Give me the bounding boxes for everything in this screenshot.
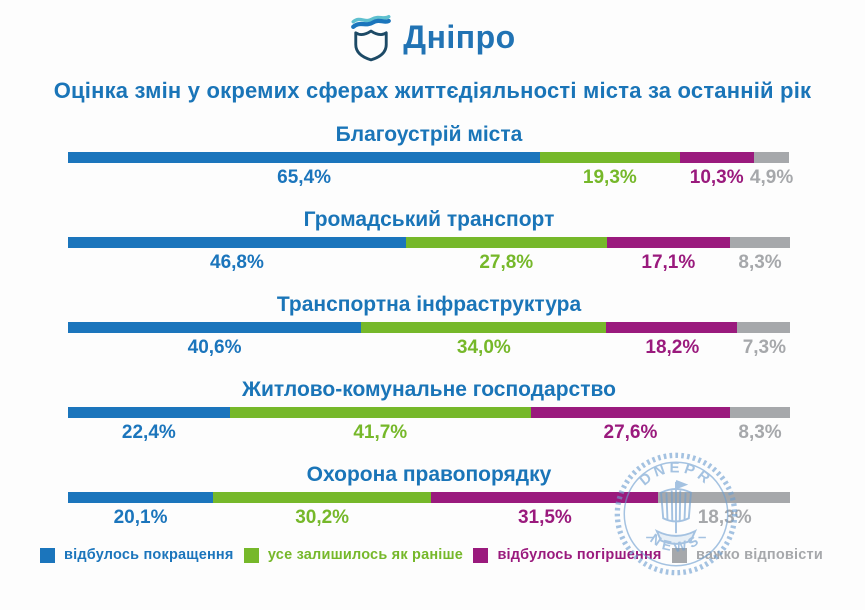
value-label: 19,3%: [582, 167, 637, 188]
value-label: 27,6%: [603, 422, 658, 443]
chart: Благоустрій міста 65,4% 19,3% 10,3% 4,9% Гром…: [68, 122, 794, 531]
legend-item: усе залишилось як раніше: [243, 547, 464, 563]
value-label: 18,3%: [697, 507, 752, 528]
value-label: 4,9%: [749, 167, 794, 188]
bar-segment: [360, 322, 607, 333]
value-label: 30,2%: [295, 507, 350, 528]
bar-segment: [68, 492, 213, 503]
value-label: 40,6%: [187, 337, 242, 358]
bar-segment: [737, 322, 790, 333]
value-label: 34,0%: [456, 337, 511, 358]
value-label: 20,1%: [113, 507, 168, 528]
bar-segment: [540, 152, 680, 163]
stacked-bar: [68, 322, 790, 333]
stacked-bar: [68, 152, 790, 163]
value-labels-row: 22,4% 41,7% 27,6% 8,3%: [68, 420, 790, 446]
legend: відбулось покращення усе залишилось як ра…: [40, 547, 823, 563]
value-labels-row: 46,8% 27,8% 17,1% 8,3%: [68, 250, 790, 276]
bar-segment: [679, 152, 754, 163]
legend-label: важко відповісти: [695, 547, 823, 563]
bar-group: Охорона правопорядку 20,1% 30,2% 31,5% 18,3%: [68, 462, 790, 531]
category-label: Охорона правопорядку: [306, 463, 552, 486]
bar-segment: [212, 492, 431, 503]
value-label: 17,1%: [641, 252, 696, 273]
logo: Дніпро: [0, 0, 865, 62]
legend-swatch-icon: [473, 547, 489, 563]
value-label: 27,8%: [479, 252, 534, 273]
value-label: 22,4%: [121, 422, 176, 443]
bar-segment: [606, 322, 738, 333]
value-label: 18,2%: [645, 337, 700, 358]
dnipro-shield-logo-icon: [351, 15, 392, 62]
value-labels-row: 40,6% 34,0% 18,2% 7,3%: [68, 335, 790, 361]
category-label: Благоустрій міста: [335, 123, 523, 146]
value-label: 41,7%: [353, 422, 408, 443]
page-title: Оцінка змін у окремих сферах життєдіяльн…: [53, 78, 812, 103]
value-labels-row: 20,1% 30,2% 31,5% 18,3%: [68, 505, 790, 531]
bar-segment: [68, 152, 541, 163]
legend-item: відбулось покращення: [40, 547, 234, 563]
logo-text: Дніпро: [403, 18, 516, 55]
bar-segment: [229, 407, 531, 418]
bar-group: Громадський транспорт 46,8% 27,8% 17,1% 8,3%: [68, 207, 790, 276]
value-label: 31,5%: [517, 507, 572, 528]
value-label: 65,4%: [277, 167, 332, 188]
bar-segment: [68, 407, 230, 418]
bar-segment: [730, 407, 790, 418]
bar-group: Житлово-комунальне господарство 22,4% 41,7…: [68, 377, 790, 446]
bar-segment: [430, 492, 658, 503]
category-label: Громадський транспорт: [303, 208, 555, 231]
value-label: 10,3%: [689, 167, 744, 188]
legend-swatch-icon: [671, 547, 687, 563]
legend-item: відбулось погіршення: [473, 547, 661, 563]
value-label: 46,8%: [210, 252, 264, 273]
category-label: Житлово-комунальне господарство: [242, 378, 616, 401]
stacked-bar: [68, 407, 790, 418]
bar-segment: [730, 237, 790, 248]
bar-segment: [68, 237, 406, 248]
legend-swatch-icon: [243, 547, 259, 563]
bar-group: Транспортна інфраструктура 40,6% 34,0% 18,2…: [68, 292, 790, 361]
value-label: 8,3%: [738, 252, 782, 273]
bar-segment: [753, 152, 790, 163]
value-label: 8,3%: [738, 422, 782, 443]
value-label: 7,3%: [742, 337, 787, 358]
bar-segment: [530, 407, 731, 418]
legend-label: усе залишилось як раніше: [267, 547, 464, 563]
bar-group: Благоустрій міста 65,4% 19,3% 10,3% 4,9%: [68, 122, 794, 191]
legend-swatch-icon: [40, 547, 55, 563]
bar-segment: [68, 322, 361, 333]
legend-label: відбулось покращення: [64, 547, 234, 563]
stacked-bar: [68, 492, 790, 503]
stacked-bar: [68, 237, 790, 248]
legend-label: відбулось погіршення: [497, 547, 662, 563]
bar-segment: [606, 237, 731, 248]
value-labels-row: 65,4% 19,3% 10,3% 4,9%: [68, 165, 794, 191]
legend-item: важко відповісти: [671, 547, 823, 563]
category-label: Транспортна інфраструктура: [276, 293, 582, 316]
bar-segment: [658, 492, 790, 503]
bar-segment: [405, 237, 607, 248]
